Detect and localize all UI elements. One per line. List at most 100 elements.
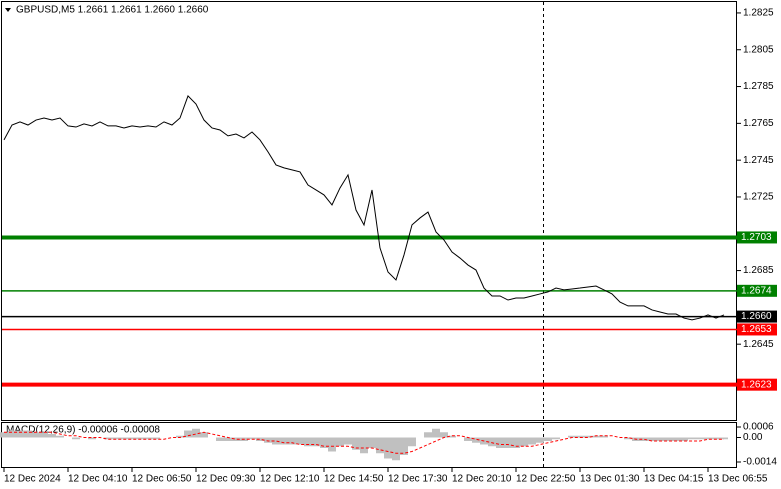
macd-bar bbox=[72, 437, 80, 440]
macd-bar bbox=[472, 437, 480, 443]
macd-bar bbox=[392, 437, 400, 461]
macd-bar bbox=[296, 437, 304, 445]
y-tick-label: 1.2745 bbox=[743, 155, 774, 166]
price-line bbox=[3, 95, 725, 321]
macd-bar bbox=[16, 430, 24, 438]
macd-bar bbox=[344, 437, 352, 445]
macd-bar bbox=[104, 437, 112, 440]
macd-bar bbox=[400, 437, 408, 455]
y-tick-label: 1.2785 bbox=[743, 81, 774, 92]
y-tick-label: 1.2825 bbox=[743, 8, 774, 19]
macd-bar bbox=[368, 437, 376, 448]
y-tick-label: 1.2725 bbox=[743, 192, 774, 203]
macd-bar bbox=[600, 435, 608, 438]
level-label-box bbox=[737, 378, 777, 391]
macd-bar bbox=[216, 437, 224, 441]
macd-bar bbox=[712, 437, 720, 440]
macd-bar bbox=[672, 437, 680, 441]
x-tick-label: 12 Dec 14:50 bbox=[324, 474, 384, 485]
x-tick-label: 12 Dec 20:10 bbox=[452, 474, 512, 485]
x-tick-label: 12 Dec 2024 bbox=[4, 474, 61, 485]
macd-bar bbox=[312, 437, 320, 447]
macd-bar bbox=[512, 437, 520, 448]
y-tick-label: 1.2765 bbox=[743, 118, 774, 129]
x-tick-label: 13 Dec 06:55 bbox=[708, 474, 768, 485]
title-marker bbox=[5, 8, 11, 12]
level-label-box bbox=[737, 310, 777, 323]
level-label: 1.2674 bbox=[741, 285, 772, 296]
x-tick-label: 12 Dec 06:50 bbox=[132, 474, 192, 485]
price-panel-frame bbox=[1, 1, 737, 421]
macd-bar bbox=[88, 437, 96, 440]
x-tick-label: 12 Dec 17:30 bbox=[388, 474, 448, 485]
macd-bar bbox=[648, 437, 656, 441]
macd-bar bbox=[248, 437, 256, 440]
x-tick-label: 13 Dec 01:30 bbox=[580, 474, 640, 485]
x-tick-label: 12 Dec 22:50 bbox=[516, 474, 576, 485]
macd-bar bbox=[448, 435, 456, 438]
y-tick-label: 1.2805 bbox=[743, 44, 774, 55]
macd-bar bbox=[24, 430, 32, 438]
x-tick-label: 12 Dec 04:10 bbox=[68, 474, 128, 485]
macd-bar bbox=[320, 437, 328, 448]
macd-bar bbox=[688, 437, 696, 440]
macd-bar bbox=[280, 437, 288, 445]
macd-bar bbox=[440, 432, 448, 438]
macd-bar bbox=[640, 437, 648, 441]
macd-bar bbox=[656, 437, 664, 441]
macd-bar bbox=[192, 428, 200, 438]
macd-bar bbox=[520, 437, 528, 447]
macd-panel-frame bbox=[1, 422, 737, 468]
y-tick-label: -0.0014 bbox=[743, 457, 777, 468]
macd-bar bbox=[624, 437, 632, 440]
y-tick-label: 0.00 bbox=[743, 432, 763, 443]
level-label: 1.2703 bbox=[741, 232, 772, 243]
x-tick-label: 12 Dec 12:10 bbox=[260, 474, 320, 485]
level-label-box bbox=[737, 284, 777, 297]
macd-bar bbox=[360, 437, 368, 454]
chart-title: GBPUSD,M5 1.2661 1.2661 1.2660 1.2660 bbox=[16, 5, 209, 16]
macd-bar bbox=[264, 437, 272, 443]
macd-bar bbox=[704, 437, 712, 440]
macd-bar bbox=[384, 437, 392, 459]
macd-bar bbox=[496, 437, 504, 448]
macd-bar bbox=[0, 432, 8, 438]
level-label: 1.2653 bbox=[741, 324, 772, 335]
level-label: 1.2660 bbox=[741, 311, 772, 322]
level-label-box bbox=[737, 323, 777, 336]
macd-bar bbox=[272, 437, 280, 445]
macd-bar bbox=[376, 437, 384, 454]
macd-bar bbox=[200, 432, 208, 438]
macd-bar bbox=[544, 437, 552, 441]
macd-bar bbox=[224, 437, 232, 441]
macd-bar bbox=[40, 432, 48, 438]
macd-bar bbox=[696, 437, 704, 440]
y-tick-label: 1.2645 bbox=[743, 339, 774, 350]
x-tick-label: 13 Dec 04:15 bbox=[644, 474, 704, 485]
level-label: 1.2623 bbox=[741, 379, 772, 390]
macd-bar bbox=[432, 428, 440, 438]
macd-bar bbox=[576, 435, 584, 438]
signal-line bbox=[4, 431, 724, 454]
macd-bar bbox=[536, 437, 544, 443]
macd-bar bbox=[184, 430, 192, 438]
macd-bar bbox=[32, 432, 40, 438]
macd-bar bbox=[288, 437, 296, 445]
macd-bar bbox=[152, 437, 160, 440]
macd-bar bbox=[48, 434, 56, 438]
macd-bar bbox=[408, 437, 416, 447]
macd-bar bbox=[424, 432, 432, 438]
x-tick-label: 12 Dec 09:30 bbox=[196, 474, 256, 485]
level-label-box bbox=[737, 231, 777, 244]
macd-title: MACD(12,26,9) -0.00006 -0.00008 bbox=[6, 425, 160, 436]
macd-bar bbox=[176, 435, 184, 438]
macd-bar bbox=[528, 437, 536, 445]
macd-bar bbox=[464, 437, 472, 441]
macd-bar bbox=[136, 437, 144, 440]
macd-bar bbox=[720, 437, 728, 440]
macd-bar bbox=[256, 437, 264, 441]
macd-bar bbox=[584, 435, 592, 438]
